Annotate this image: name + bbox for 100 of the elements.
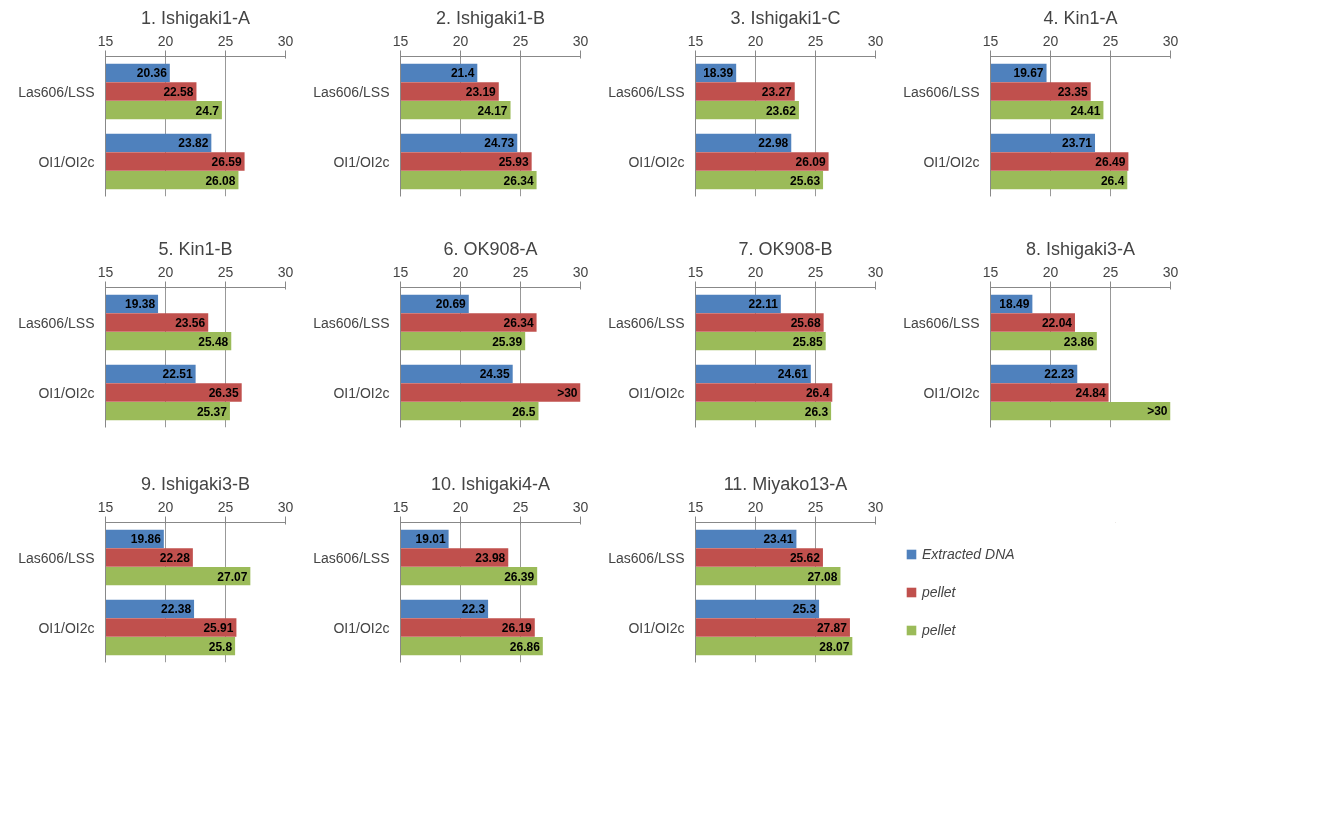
chart-title: 5. Kin1-B	[158, 238, 233, 259]
data-label: 20.69	[435, 297, 467, 312]
data-label: 23.19	[465, 85, 497, 99]
data-label: 20.36	[136, 66, 168, 81]
data-label: 25.3	[792, 602, 817, 617]
x-tick-label: 25	[807, 32, 824, 49]
data-label: 27.08	[807, 569, 838, 584]
data-label: 26.34	[503, 316, 534, 330]
chart-title: 11. Miyako13-A	[723, 473, 848, 494]
data-label: 26.4	[1100, 173, 1125, 188]
data-label: 23.35	[1057, 85, 1089, 99]
x-tick-label: 30	[1162, 263, 1179, 280]
y-tick-label: Las606/LSS	[313, 549, 390, 566]
chart-title: 2. Ishigaki1-B	[435, 7, 546, 28]
y-tick-label: Las606/LSS	[18, 549, 95, 566]
data-label: 22.98	[758, 136, 789, 151]
x-tick-label: 20	[747, 263, 764, 280]
chart-title: 3. Ishigaki1-C	[730, 7, 841, 28]
data-label: >30	[557, 385, 578, 400]
data-label: 23.98	[475, 551, 506, 565]
data-label: 24.84	[1075, 386, 1106, 400]
data-label: 22.38	[161, 602, 192, 617]
x-tick-label: 25	[1102, 263, 1119, 280]
data-label: 19.38	[125, 297, 156, 312]
data-label: 22.3	[461, 602, 486, 617]
data-label: 25.91	[203, 621, 234, 635]
data-label: 19.67	[1013, 66, 1044, 81]
data-label: 25.93	[498, 155, 529, 169]
legend-label: pellet	[922, 584, 956, 600]
data-label: 26.08	[205, 173, 236, 188]
data-label: 26.59	[211, 155, 242, 169]
x-tick-label: 30	[1162, 32, 1179, 49]
data-label: 22.23	[1044, 367, 1075, 382]
data-label: 25.68	[790, 316, 821, 330]
chart-title: 1. Ishigaki1-A	[140, 7, 251, 28]
data-label: 23.27	[761, 85, 793, 99]
data-label: 23.62	[765, 103, 797, 118]
data-label: 25.8	[208, 639, 233, 654]
y-tick-label: OI1/OI2c	[923, 153, 980, 170]
data-label: 24.41	[1070, 103, 1101, 118]
y-tick-label: Las606/LSS	[313, 314, 390, 331]
x-tick-label: 20	[452, 263, 469, 280]
data-label: 26.86	[509, 639, 541, 654]
data-label: >30	[1147, 404, 1168, 419]
data-label: 21.4	[450, 66, 475, 81]
data-label: 24.73	[484, 136, 515, 151]
data-label: 22.58	[163, 85, 194, 99]
x-tick-label: 30	[572, 263, 589, 280]
data-label: 26.4	[805, 386, 830, 400]
chart-title: 9. Ishigaki3-B	[140, 473, 251, 494]
data-label: 19.86	[130, 532, 162, 547]
chart-title: 7. OK908-B	[738, 238, 833, 259]
x-tick-label: 30	[867, 263, 884, 280]
legend-label: pellet	[922, 622, 956, 638]
y-tick-label: OI1/OI2c	[333, 153, 390, 170]
x-tick-label: 25	[512, 32, 529, 49]
x-tick-label: 25	[217, 498, 234, 515]
x-tick-label: 15	[982, 263, 999, 280]
x-tick-label: 15	[687, 498, 704, 515]
x-tick-label: 25	[512, 263, 529, 280]
x-tick-label: 25	[217, 32, 234, 49]
x-tick-label: 20	[452, 498, 469, 515]
x-tick-label: 15	[392, 32, 409, 49]
data-label: 25.63	[790, 173, 821, 188]
x-tick-label: 25	[1102, 32, 1119, 49]
x-tick-label: 20	[452, 32, 469, 49]
data-label: 26.39	[504, 569, 535, 584]
y-tick-label: OI1/OI2c	[333, 384, 390, 401]
y-tick-label: OI1/OI2c	[628, 153, 685, 170]
data-label: 24.61	[777, 367, 809, 382]
x-tick-label: 20	[1042, 32, 1059, 49]
y-tick-label: Las606/LSS	[608, 83, 685, 100]
data-label: 25.48	[198, 334, 229, 349]
data-label: 26.35	[208, 386, 240, 400]
x-tick-label: 15	[687, 32, 704, 49]
y-tick-label: OI1/OI2c	[38, 619, 95, 636]
data-label: 26.5	[512, 404, 536, 419]
x-tick-label: 20	[747, 32, 764, 49]
y-tick-label: Las606/LSS	[608, 549, 685, 566]
data-label: 25.39	[492, 334, 523, 349]
x-tick-label: 15	[97, 32, 114, 49]
y-tick-label: OI1/OI2c	[38, 153, 95, 170]
data-label: 18.49	[999, 297, 1030, 312]
x-tick-label: 25	[807, 498, 824, 515]
x-tick-label: 20	[157, 498, 174, 515]
legend-label: Extracted DNA	[922, 546, 1015, 562]
data-label: 26.49	[1095, 155, 1126, 169]
y-tick-label: Las606/LSS	[903, 314, 980, 331]
data-label: 27.07	[217, 569, 248, 584]
data-label: 18.39	[703, 66, 734, 81]
data-label: 26.19	[501, 621, 533, 635]
x-tick-label: 30	[277, 498, 294, 515]
data-label: 25.62	[789, 551, 821, 565]
chart-title: 6. OK908-A	[443, 238, 538, 259]
y-tick-label: Las606/LSS	[18, 314, 95, 331]
data-label: 27.87	[816, 621, 848, 635]
x-tick-label: 25	[217, 263, 234, 280]
x-tick-label: 15	[392, 263, 409, 280]
chart-title: 10. Ishigaki4-A	[430, 473, 551, 494]
y-tick-label: Las606/LSS	[313, 83, 390, 100]
